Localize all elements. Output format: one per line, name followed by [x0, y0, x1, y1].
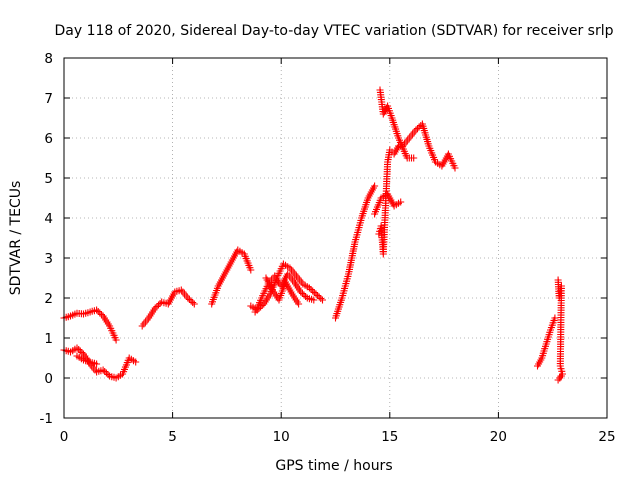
- data-point: [73, 344, 81, 352]
- data-point: [104, 371, 112, 378]
- data-point: [76, 347, 84, 355]
- x-tick-labels: 0 5 10 15 20 25: [60, 429, 616, 445]
- y-tick-label: -1: [40, 411, 53, 427]
- data-point: [302, 293, 310, 300]
- y-tick-label: 0: [44, 371, 53, 387]
- plot-frame: [63, 57, 608, 419]
- y-axis-title: SDTVAR / TECUs: [8, 181, 24, 296]
- data-point: [101, 368, 109, 375]
- data-point: [247, 266, 255, 274]
- data-points: [60, 86, 566, 384]
- y-tick-label: 3: [44, 251, 53, 267]
- data-point: [305, 284, 313, 292]
- data-point: [94, 308, 102, 315]
- data-point: [93, 306, 101, 314]
- data-point: [98, 311, 105, 318]
- y-tick-label: 6: [44, 131, 53, 147]
- data-point: [557, 372, 565, 380]
- data-point: [451, 164, 459, 172]
- y-tick-label: 7: [44, 91, 53, 107]
- x-tick-label: 0: [60, 429, 69, 445]
- data-point: [156, 300, 164, 307]
- data-point: [551, 314, 559, 322]
- data-point: [185, 296, 193, 303]
- y-tick-label: 5: [44, 171, 53, 187]
- data-point: [410, 154, 418, 162]
- axis-ticks: [63, 57, 608, 419]
- data-point: [315, 293, 323, 301]
- x-axis-title: GPS time / hours: [275, 458, 392, 474]
- data-point: [317, 295, 325, 302]
- data-point: [312, 290, 320, 298]
- data-point: [307, 286, 315, 293]
- data-point: [310, 289, 318, 296]
- data-point: [295, 300, 303, 308]
- data-point: [189, 299, 197, 306]
- data-point: [300, 291, 308, 299]
- x-tick-label: 25: [598, 429, 615, 445]
- x-tick-label: 20: [490, 429, 507, 445]
- data-point: [99, 366, 107, 374]
- data-point: [93, 360, 101, 368]
- data-point: [415, 123, 423, 131]
- data-point: [78, 349, 86, 356]
- y-tick-labels: -1 0 1 2 3 4 5 6 7 8: [40, 51, 53, 427]
- data-point: [155, 301, 162, 309]
- data-point: [371, 182, 379, 190]
- data-point: [310, 296, 318, 304]
- data-point: [297, 288, 305, 296]
- data-point: [397, 198, 405, 206]
- data-point: [309, 287, 317, 295]
- data-point: [96, 309, 104, 317]
- data-point: [319, 296, 326, 304]
- data-point: [75, 346, 83, 353]
- y-tick-label: 4: [44, 211, 53, 227]
- data-point: [184, 294, 192, 302]
- x-tick-label: 5: [168, 429, 177, 445]
- data-point: [412, 126, 420, 134]
- data-point: [187, 297, 195, 305]
- data-point: [112, 336, 120, 344]
- x-tick-label: 15: [381, 429, 398, 445]
- y-tick-label: 2: [44, 291, 53, 307]
- y-tick-label: 1: [44, 331, 53, 347]
- data-point: [314, 292, 322, 299]
- data-point: [153, 303, 161, 310]
- data-point: [190, 300, 198, 308]
- chart-title: Day 118 of 2020, Sidereal Day-to-day VTE…: [54, 23, 613, 39]
- data-point: [132, 358, 140, 366]
- data-point: [298, 290, 306, 297]
- x-tick-label: 10: [273, 429, 290, 445]
- data-point: [102, 369, 110, 377]
- data-point: [414, 125, 421, 132]
- data-point: [151, 304, 159, 312]
- y-tick-label: 8: [44, 51, 53, 67]
